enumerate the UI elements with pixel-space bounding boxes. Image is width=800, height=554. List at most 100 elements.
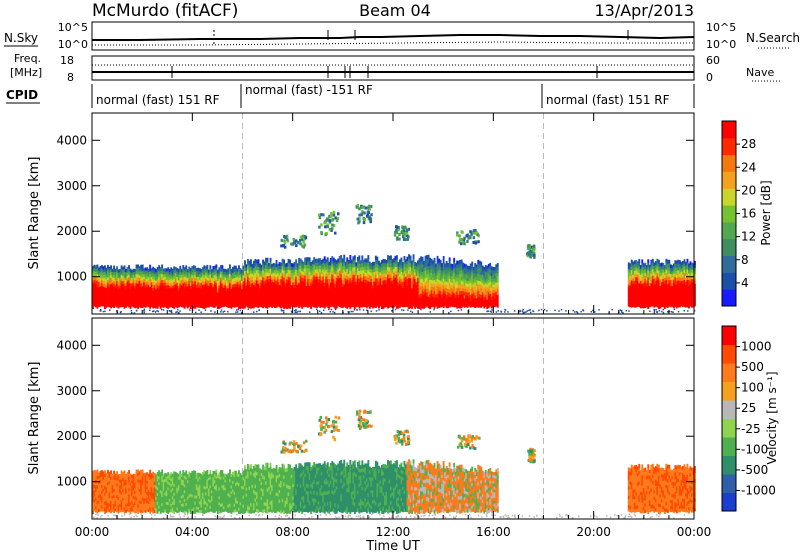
echo-cell <box>487 295 490 299</box>
echo-cell <box>674 276 677 281</box>
echo-cell <box>454 288 457 292</box>
echo-cell <box>367 262 370 267</box>
echo-cell <box>268 269 270 273</box>
echo-cell <box>155 296 158 301</box>
echo-cell <box>678 293 681 298</box>
echo-cell <box>412 298 415 303</box>
echo-cell <box>415 294 418 298</box>
echo-cell <box>281 296 284 301</box>
echo-cell <box>400 274 403 279</box>
echo-cell <box>641 304 644 309</box>
echo-cell <box>254 269 257 273</box>
echo-cell <box>98 472 100 476</box>
echo-cell <box>171 299 174 303</box>
echo-cell <box>329 292 332 297</box>
echo-cell <box>653 281 656 286</box>
echo-cell <box>635 280 638 284</box>
echo-cell <box>158 282 161 287</box>
echo-cell <box>448 257 451 262</box>
echo-cell <box>490 284 493 288</box>
echo-cell <box>215 264 218 268</box>
echo-cell <box>629 269 632 274</box>
echo-cell <box>313 292 316 297</box>
echo-cell <box>662 294 665 298</box>
echo-cell <box>269 299 272 304</box>
echo-cell <box>235 292 237 296</box>
echo-cell <box>444 281 447 286</box>
echo-cell <box>328 301 331 306</box>
echo-cell <box>474 294 477 299</box>
echo-cell <box>669 270 672 274</box>
echo-cell <box>150 268 153 272</box>
echo-cell <box>346 257 349 262</box>
echo-cell <box>371 275 374 279</box>
echo-cell <box>378 277 380 282</box>
echo-cell <box>140 286 143 290</box>
echo-cell <box>677 273 680 277</box>
echo-cell <box>244 267 246 271</box>
echo-cell <box>475 297 478 302</box>
echo-cell <box>180 295 183 299</box>
ground-speck <box>594 311 596 313</box>
echo-cell <box>325 286 328 290</box>
echo-cell <box>242 302 245 306</box>
echo-cell <box>424 266 427 271</box>
echo-cell <box>218 285 221 289</box>
echo-cell <box>247 303 249 308</box>
echo-cell <box>143 292 146 296</box>
echo-cell <box>462 275 465 279</box>
echo-cell <box>307 292 310 297</box>
echo-cell <box>457 297 460 302</box>
echo-cell <box>379 284 382 288</box>
echo-cell <box>277 266 279 271</box>
echo-cell <box>236 295 239 299</box>
ground-speck <box>177 308 179 311</box>
ground-speck <box>348 311 350 313</box>
echo-cell <box>400 261 403 265</box>
echo-cell <box>301 277 304 282</box>
echo-cell <box>307 275 310 280</box>
echo-cell <box>417 267 419 272</box>
echo-cell <box>161 270 164 274</box>
echo-cell <box>271 288 273 293</box>
echo-cell <box>429 304 431 309</box>
echo-cell <box>381 305 383 309</box>
ground-speck <box>135 309 138 312</box>
echo-cell <box>238 296 240 300</box>
echo-cell <box>668 263 671 267</box>
echo-cell <box>493 303 496 308</box>
echo-cell <box>350 289 353 294</box>
echo-cell <box>186 305 189 309</box>
echo-cell <box>659 285 662 290</box>
echo-cell <box>364 279 367 283</box>
echo-cell <box>423 277 425 282</box>
echo-speck <box>530 253 533 257</box>
echo-cell <box>233 286 236 290</box>
echo-cell <box>691 284 693 289</box>
echo-cell <box>238 280 240 285</box>
echo-cell <box>125 301 127 305</box>
ground-speck <box>109 309 111 311</box>
echo-cell <box>143 270 146 275</box>
echo-cell <box>489 269 492 273</box>
echo-cell <box>340 266 343 271</box>
echo-cell <box>692 275 695 280</box>
echo-cell <box>484 294 487 299</box>
echo-cell <box>295 296 298 301</box>
echo-cell <box>171 293 174 297</box>
echo-cell <box>460 269 463 274</box>
echo-cell <box>319 286 322 291</box>
echo-cell <box>307 278 310 283</box>
echo-cell <box>274 266 276 271</box>
echo-cell <box>189 294 192 298</box>
echo-cell <box>492 295 495 299</box>
echo-cell <box>675 301 678 305</box>
echo-cell <box>418 283 421 288</box>
echo-cell <box>477 293 480 298</box>
echo-cell <box>399 290 401 295</box>
echo-cell <box>385 289 388 294</box>
echo-cell <box>365 300 368 305</box>
echo-cell <box>480 271 483 276</box>
date-title: 13/Apr/2013 <box>594 1 694 20</box>
echo-cell <box>167 270 170 274</box>
